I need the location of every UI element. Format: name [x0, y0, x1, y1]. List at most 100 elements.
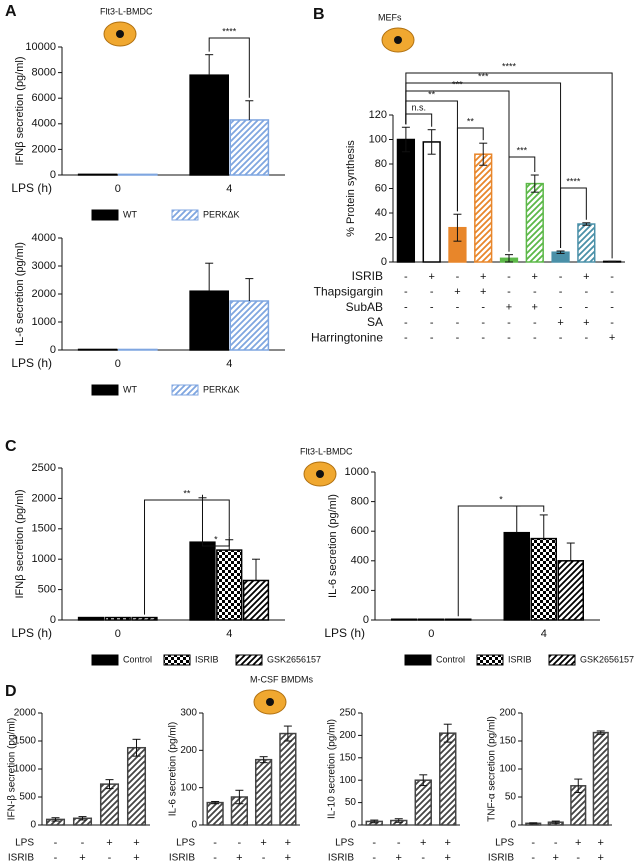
condition-label: ISRIB — [352, 269, 383, 283]
legend-label: PERKΔK — [203, 209, 240, 219]
significance-label: **** — [566, 176, 581, 186]
condition-value: - — [372, 837, 376, 849]
condition-value: + — [106, 837, 112, 849]
cell-icon — [303, 461, 337, 487]
significance-label: ** — [467, 116, 475, 126]
y-tick-label: 4000 — [32, 232, 56, 244]
condition-value: - — [533, 317, 537, 329]
y-tick-label: 20 — [375, 231, 387, 243]
legend-swatch — [171, 384, 199, 396]
x-tick-label: 4 — [226, 183, 232, 195]
bar — [216, 549, 243, 621]
y-tick-label: 2000 — [32, 492, 56, 504]
x-tick-label: 0 — [428, 628, 434, 640]
bar — [77, 173, 118, 176]
condition-value: - — [430, 317, 434, 329]
condition-value: - — [584, 332, 588, 344]
significance-label: **** — [502, 61, 517, 71]
bar — [99, 783, 120, 826]
condition-label: Thapsigargin — [314, 284, 383, 298]
condition-value: - — [108, 852, 112, 864]
y-tick-label: 1500 — [14, 736, 37, 747]
condition-value: - — [404, 302, 408, 314]
bar — [118, 348, 158, 351]
bar — [206, 801, 224, 826]
bar — [525, 182, 544, 263]
condition-value: - — [481, 332, 485, 344]
condition-value: + — [583, 317, 589, 329]
y-tick-label: 200 — [351, 584, 369, 596]
icon-label: Flt3-L-BMDC — [300, 446, 353, 456]
y-tick-label: 1000 — [32, 316, 56, 328]
condition-label: ISRIB — [8, 853, 34, 864]
condition-value: + — [445, 837, 451, 849]
significance-label: n.s. — [412, 102, 427, 112]
cell-nucleus — [116, 30, 124, 38]
y-tick-label: 0 — [50, 169, 56, 181]
y-axis-label: % Protein synthesis — [345, 140, 357, 237]
legend-swatch — [91, 209, 119, 221]
bar — [439, 732, 457, 826]
condition-value: - — [576, 852, 580, 864]
bar — [131, 616, 158, 621]
significance-label: **** — [222, 26, 237, 36]
condition-value: - — [531, 852, 535, 864]
y-tick-label: 6000 — [32, 92, 56, 104]
bar — [592, 731, 609, 826]
condition-value: - — [584, 286, 588, 298]
condition-value: + — [428, 271, 434, 283]
significance-bracket — [456, 127, 484, 212]
condition-value: - — [507, 317, 511, 329]
significance-label: *** — [452, 79, 463, 89]
y-tick-label: 1000 — [32, 553, 56, 565]
condition-value: - — [421, 852, 425, 864]
condition-value: - — [54, 852, 58, 864]
condition-value: - — [507, 286, 511, 298]
y-axis-label: IL-6 secretion (pg/ml) — [14, 242, 26, 346]
x-tick-label: 4 — [226, 628, 232, 640]
condition-value: - — [456, 302, 460, 314]
y-tick-label: 3000 — [32, 260, 56, 272]
y-tick-label: 0 — [350, 820, 356, 831]
condition-value: - — [213, 852, 217, 864]
condition-value: - — [559, 286, 563, 298]
legend-label: GSK2656157 — [580, 654, 634, 664]
significance-label: *** — [478, 71, 489, 81]
condition-value: - — [456, 332, 460, 344]
condition-value: - — [610, 302, 614, 314]
condition-value: + — [480, 271, 486, 283]
condition-value: - — [430, 286, 434, 298]
condition-value: - — [533, 286, 537, 298]
cell-nucleus — [394, 36, 402, 44]
y-tick-label: 40 — [375, 207, 387, 219]
condition-value: + — [79, 852, 85, 864]
condition-value: + — [532, 302, 538, 314]
condition-value: - — [404, 271, 408, 283]
condition-value: - — [430, 302, 434, 314]
y-tick-label: 300 — [180, 708, 197, 719]
x-axis-label: LPS (h) — [324, 626, 365, 640]
significance-label: ** — [183, 488, 191, 498]
y-tick-label: 100 — [180, 782, 197, 793]
condition-value: - — [54, 837, 58, 849]
y-tick-label: 600 — [351, 525, 369, 537]
legend-label: WT — [123, 209, 137, 219]
bar — [229, 119, 270, 176]
condition-value: - — [262, 852, 266, 864]
y-tick-label: 200 — [180, 745, 197, 756]
bar — [422, 141, 441, 263]
bar — [242, 579, 270, 621]
cell-nucleus — [316, 470, 324, 478]
bar — [189, 74, 229, 176]
condition-value: - — [404, 332, 408, 344]
bar — [189, 541, 216, 621]
y-tick-label: 2000 — [32, 143, 56, 155]
condition-value: - — [559, 271, 563, 283]
y-tick-label: 1500 — [32, 523, 56, 535]
condition-value: + — [598, 852, 604, 864]
legend-swatch — [91, 384, 119, 396]
condition-value: + — [133, 852, 139, 864]
y-tick-label: 800 — [351, 496, 369, 508]
bar — [503, 531, 530, 621]
y-tick-label: 4000 — [32, 118, 56, 130]
